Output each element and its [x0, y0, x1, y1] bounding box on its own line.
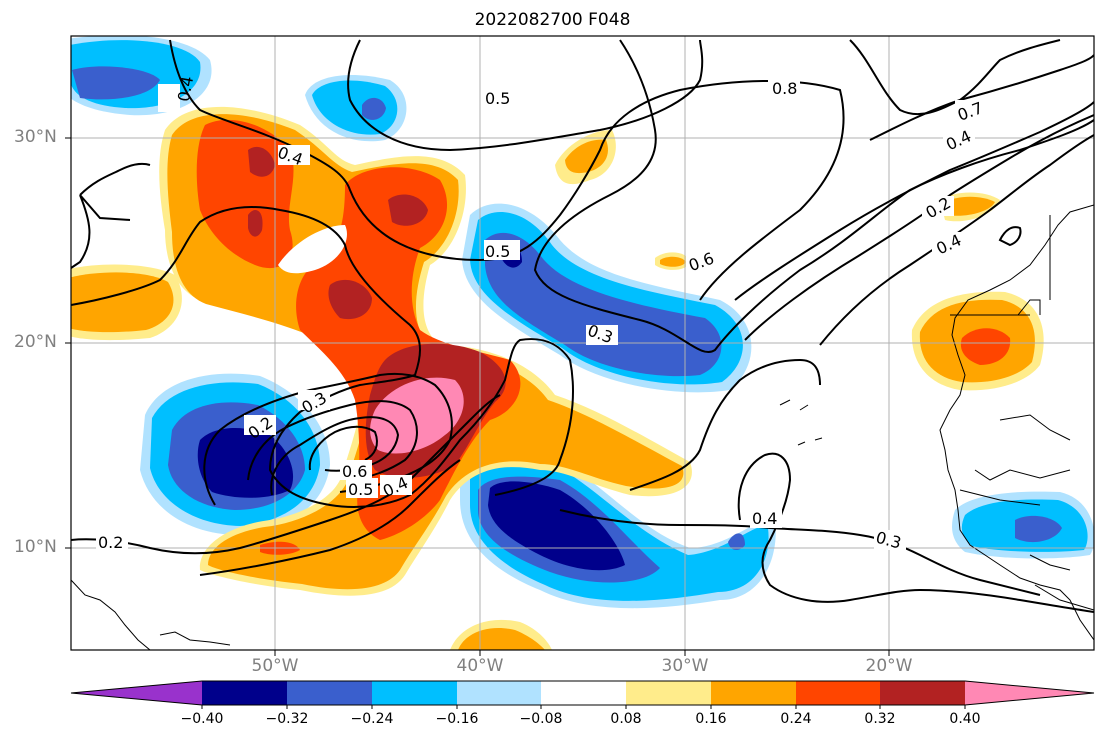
colorbar-tick-label: 0.32 — [864, 711, 896, 727]
colorbar-segment — [711, 681, 796, 705]
colorbar-segment — [202, 681, 287, 705]
colorbar-tick-label: 0.24 — [780, 711, 812, 727]
colorbar-tick-label: −0.24 — [350, 711, 394, 727]
colorbar-tick-label: −0.40 — [180, 711, 224, 727]
colorbar-tick-label: −0.32 — [265, 711, 309, 727]
contour-label: 0.5 — [348, 480, 373, 499]
colorbar-tick-label: −0.16 — [435, 711, 479, 727]
coastlines — [71, 204, 1094, 650]
colorbar-segment — [796, 681, 880, 705]
colorbar-segment — [71, 681, 202, 705]
map-title: 2022082700 F048 — [474, 10, 631, 30]
colorbar-segment — [457, 681, 541, 705]
lon-label-40w: 40°W — [456, 656, 504, 676]
colorbar-tick-label: 0.40 — [949, 711, 981, 727]
colorbar-segment — [626, 681, 711, 705]
colorbar-segment — [541, 681, 626, 705]
contour-label: 0.5 — [485, 242, 510, 261]
contour-label: 0.5 — [485, 89, 510, 108]
contour-label: 0.8 — [772, 79, 797, 98]
colorbar — [70, 680, 1095, 709]
contour-label: 0.2 — [98, 533, 123, 552]
colorbar-tick-label: −0.08 — [519, 711, 563, 727]
colorbar-tick-label: 0.16 — [695, 711, 727, 727]
colorbar-segment — [880, 681, 965, 705]
contour-labels: 0.4 0.4 0.5 0.8 0.7 0.4 0.2 0.4 0.5 0.6 … — [96, 75, 987, 553]
contour-label: 0.4 — [174, 75, 197, 103]
contour-label: 0.6 — [342, 462, 367, 481]
lat-label-30n: 30°N — [14, 127, 57, 147]
colorbar-segment — [965, 681, 1094, 705]
colorbar-segment — [372, 681, 457, 705]
lat-label-10n: 10°N — [14, 537, 57, 557]
lon-label-50w: 50°W — [251, 656, 299, 676]
contour-label: 0.4 — [752, 509, 777, 528]
lat-label-20n: 20°N — [14, 332, 57, 352]
colorbar-tick-label: 0.08 — [610, 711, 642, 727]
lon-label-30w: 30°W — [661, 656, 709, 676]
axis-ticks — [65, 137, 890, 656]
lon-label-20w: 20°W — [865, 656, 913, 676]
colorbar-segment — [287, 681, 372, 705]
